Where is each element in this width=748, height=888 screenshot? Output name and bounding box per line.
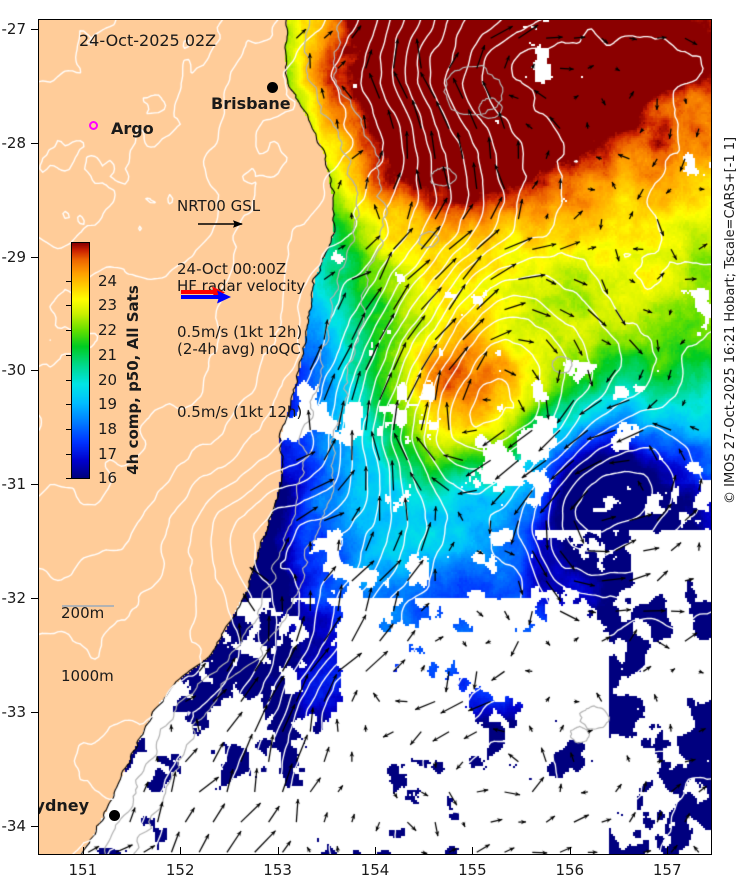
y-tick-mark (31, 370, 38, 372)
y-tick-mark (31, 825, 38, 827)
colorbar-tick-label: 24 (98, 271, 118, 290)
city-dot-sydney (109, 810, 120, 821)
x-tick-label: 155 (458, 861, 487, 879)
x-tick-label: 151 (68, 861, 98, 879)
y-tick-label: -31 (1, 475, 27, 494)
hfr-legend-line1: HF radar velocity (177, 277, 306, 295)
colorbar: 24 23 22 21 20 19 18 17 16 4h comp, p50, All Sat… (66, 242, 163, 504)
gsl-legend-line2: 24-Oct 00:00Z (177, 260, 287, 278)
sst-heatmap-layer (39, 20, 711, 854)
x-tick-label: 157 (652, 861, 682, 879)
y-tick-label: -28 (1, 133, 27, 152)
colorbar-tick-label: 19 (98, 395, 118, 414)
y-tick-label: -34 (1, 816, 27, 835)
colorbar-tick-label: 18 (98, 419, 118, 438)
y-tick-mark (31, 484, 38, 486)
colorbar-gradient (71, 242, 90, 479)
gsl-legend-arrow-icon (198, 220, 243, 228)
gsl-velocity-legend: NRT00 GSL 24-Oct 00:00Z 0.5m/s (1kt 12h) (177, 154, 302, 385)
y-tick-mark (31, 711, 38, 713)
y-tick-label: -29 (1, 247, 27, 266)
colorbar-tick-mark (66, 478, 71, 480)
x-tick-mark (472, 847, 474, 854)
x-tick-mark (667, 847, 669, 854)
y-tick-label: -30 (1, 361, 27, 380)
attribution-text: © IMOS 27-Oct-2025 16:21 Hobart; Tscale=… (723, 136, 738, 504)
city-dot-brisbane (267, 82, 278, 93)
x-tick-mark (277, 847, 279, 854)
bathy-legend-1000m: 1000m (61, 667, 114, 685)
x-tick-label: 152 (165, 861, 195, 879)
argo-legend-label: Argo (111, 119, 154, 138)
gsl-legend-line1: NRT00 GSL (177, 197, 261, 215)
y-tick-label: -33 (1, 702, 27, 721)
colorbar-tick-mark (66, 305, 71, 307)
colorbar-tick-label: 22 (98, 321, 118, 340)
hf-radar-legend: HF radar velocity (2-4h avg) noQC 0.5m/s… (177, 234, 305, 465)
y-tick-mark (31, 256, 38, 258)
y-tick-label: -32 (1, 588, 27, 607)
colorbar-tick-mark (66, 330, 71, 332)
bathy-legend-200m: 200m (61, 604, 105, 622)
x-tick-label: 156 (555, 861, 585, 879)
x-tick-label: 153 (263, 861, 292, 879)
colorbar-tick-mark (66, 428, 71, 430)
colorbar-tick-mark (66, 453, 71, 455)
y-tick-mark (31, 142, 38, 144)
x-tick-mark (569, 847, 571, 854)
colorbar-tick-label: 17 (98, 444, 118, 463)
hf-radar-legend-arrow-icon (181, 286, 231, 304)
argo-marker-icon (89, 121, 98, 130)
gsl-legend-line3: 0.5m/s (1kt 12h) (177, 323, 303, 341)
colorbar-tick-label: 16 (98, 469, 118, 488)
colorbar-tick-label: 21 (98, 345, 118, 364)
y-tick-mark (31, 29, 38, 31)
bathymetry-legend-rule (62, 605, 114, 607)
colorbar-tick-label: 23 (98, 296, 118, 315)
x-tick-mark (180, 847, 182, 854)
y-tick-label: -27 (1, 20, 27, 39)
date-stamp: 24-Oct-2025 02Z (79, 31, 217, 50)
hfr-legend-line3: 0.5m/s (1kt 12h) (177, 403, 303, 421)
bathymetry-legend: 200m 1000m (61, 561, 114, 729)
x-tick-mark (82, 847, 84, 854)
colorbar-tick-mark (66, 354, 71, 356)
colorbar-tick-label: 20 (98, 370, 118, 389)
x-tick-label: 154 (360, 861, 390, 879)
hfr-legend-line2: (2-4h avg) noQC (177, 340, 301, 358)
x-tick-mark (375, 847, 376, 854)
city-label-sydney: Sydney (39, 796, 90, 815)
colorbar-tick-mark (66, 379, 71, 381)
colorbar-tick-mark (66, 280, 71, 282)
colorbar-title: 4h comp, p50, All Sats (124, 285, 142, 475)
map-plot-area[interactable]: 24-Oct-2025 02Z Argo Brisbane Sydney NRT… (38, 19, 712, 855)
y-tick-mark (31, 597, 38, 599)
colorbar-tick-mark (66, 404, 71, 406)
city-label-brisbane: Brisbane (211, 94, 291, 113)
